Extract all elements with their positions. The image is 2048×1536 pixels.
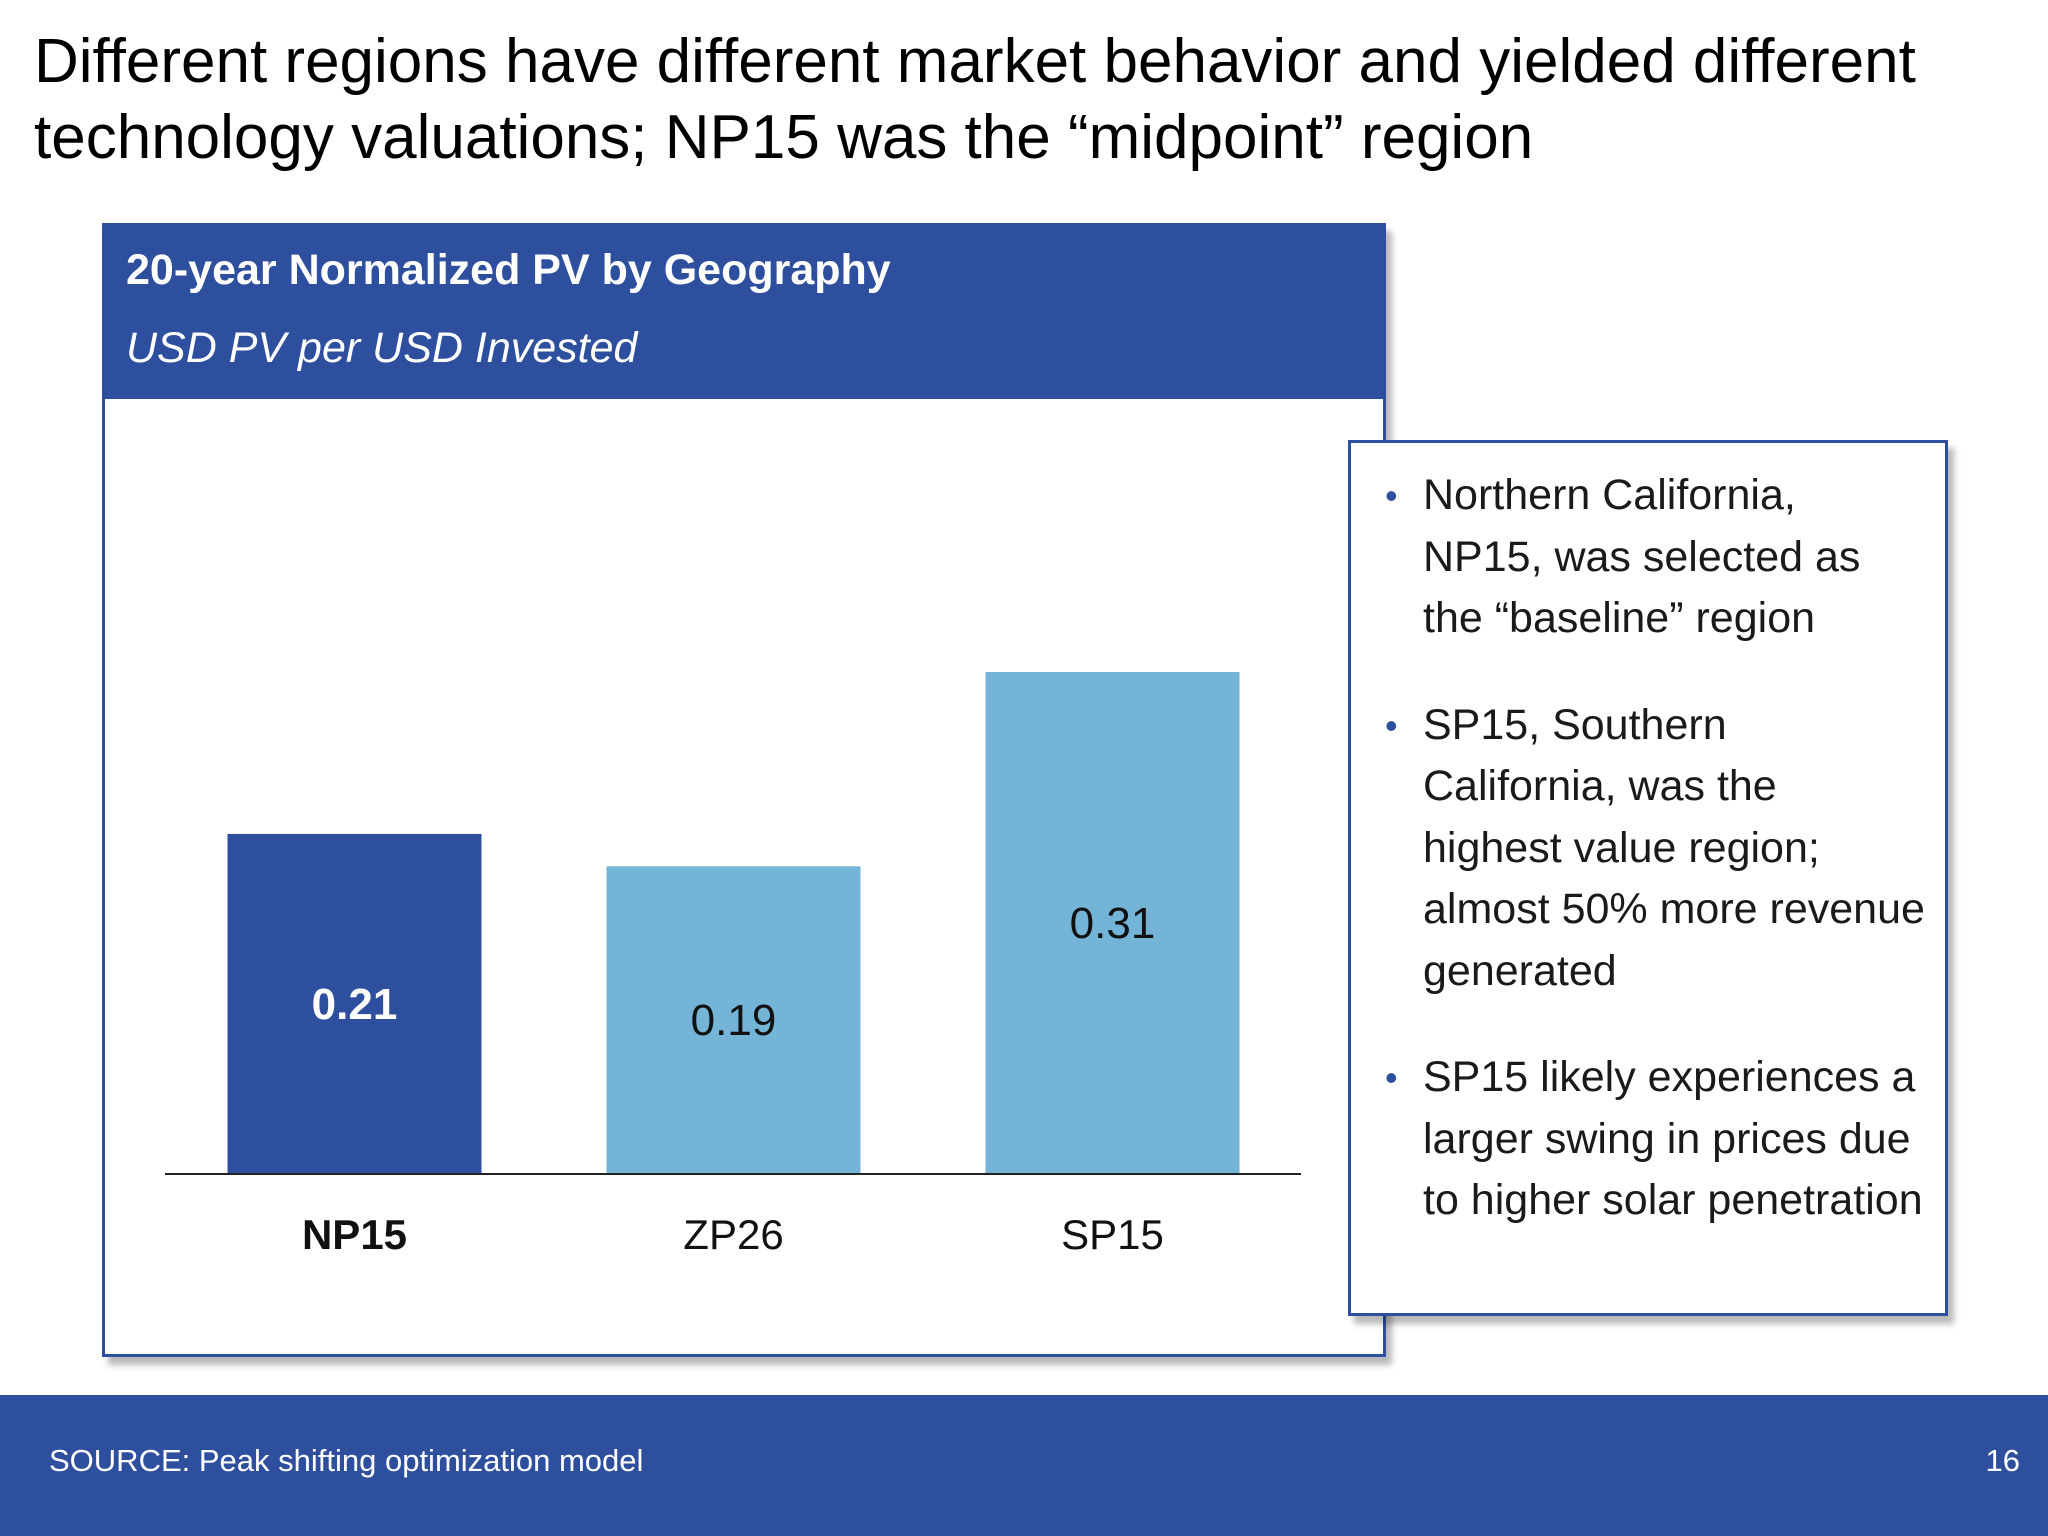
page-number: 16 <box>1985 1443 2020 1478</box>
bar-sp15 <box>985 672 1240 1174</box>
chart-header: 20-year Normalized PV by Geography USD P… <box>105 226 1383 399</box>
slide-title: Different regions have different market … <box>34 27 1916 172</box>
data-label-np15: 0.21 <box>312 980 398 1029</box>
bar-np15 <box>227 833 482 1174</box>
footer-bar: SOURCE: Peak shifting optimization model… <box>0 1395 2048 1536</box>
notes-box: • Northern California, NP15, was selecte… <box>1348 440 1948 1316</box>
note-item: • SP15 likely experiences a larger swing… <box>1385 1047 1925 1232</box>
note-text: SP15, Southern California, was the highe… <box>1423 700 1925 995</box>
chart-subtitle: USD PV per USD Invested <box>126 324 638 372</box>
x-tick-label-sp15: SP15 <box>1061 1211 1164 1258</box>
bullet-icon: • <box>1385 704 1398 746</box>
note-item: • Northern California, NP15, was selecte… <box>1385 465 1925 650</box>
chart-panel: 20-year Normalized PV by Geography USD P… <box>102 223 1386 1357</box>
bullet-icon: • <box>1385 1057 1398 1098</box>
note-text: Northern California, NP15, was selected … <box>1423 471 1861 642</box>
bullet-icon: • <box>1385 475 1398 516</box>
note-item: • SP15, Southern California, was the hig… <box>1385 695 1925 1003</box>
bar-zp26 <box>606 866 861 1174</box>
bar-chart: 0.21 NP15 0.19 ZP26 0.31 SP15 <box>165 672 1301 1258</box>
x-tick-label-np15: NP15 <box>302 1211 407 1258</box>
data-label-zp26: 0.19 <box>691 996 777 1045</box>
data-label-sp15: 0.31 <box>1070 899 1156 948</box>
chart-title: 20-year Normalized PV by Geography <box>126 246 891 294</box>
note-text: SP15 likely experiences a larger swing i… <box>1423 1053 1923 1224</box>
notes-list: • Northern California, NP15, was selecte… <box>1351 443 1945 1232</box>
x-tick-label-zp26: ZP26 <box>683 1211 783 1258</box>
footer-source: SOURCE: Peak shifting optimization model <box>49 1443 644 1478</box>
